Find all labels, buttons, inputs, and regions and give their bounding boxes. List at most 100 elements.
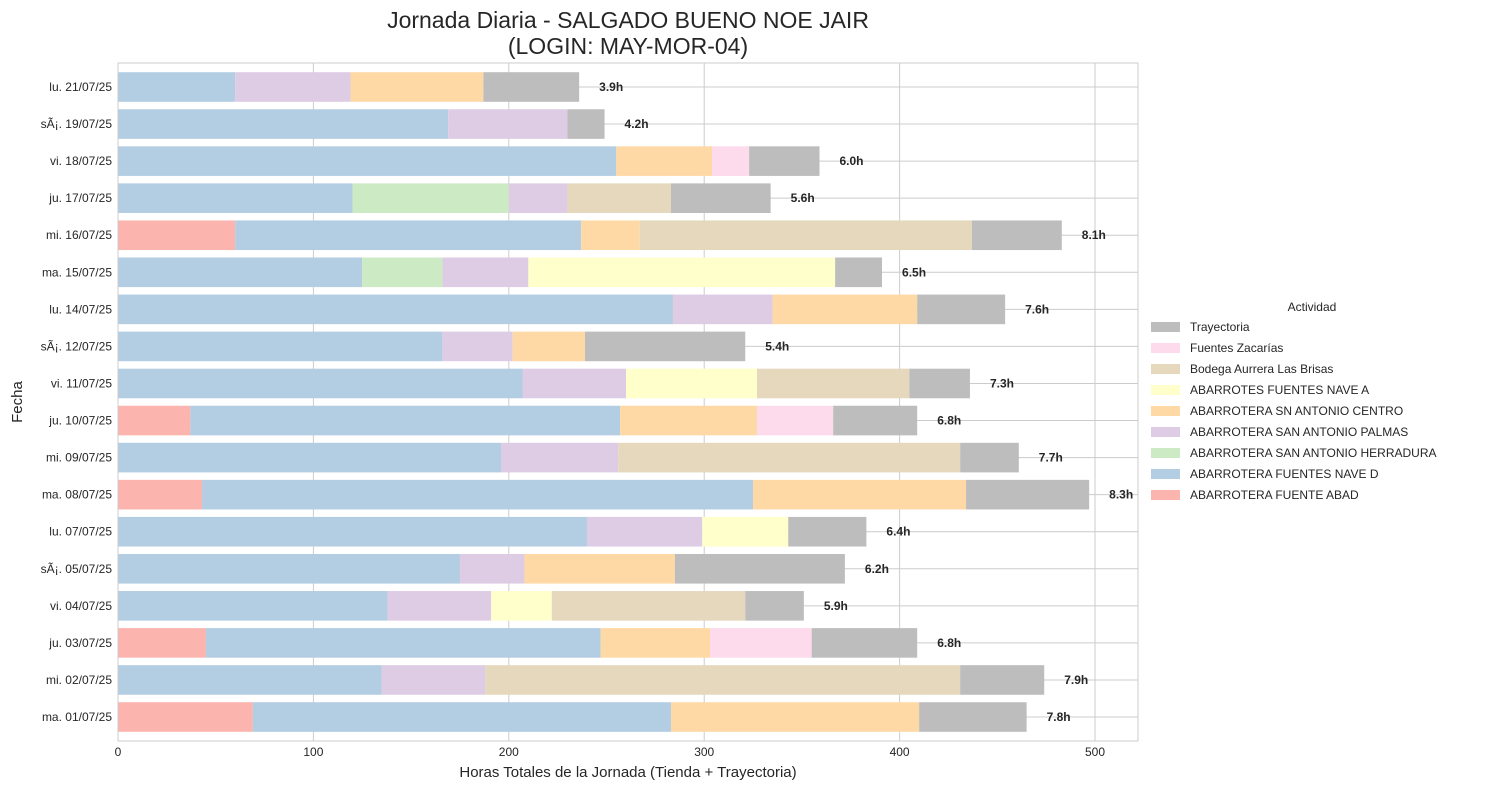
bar-segment xyxy=(118,220,236,251)
legend-label: Fuentes Zacarías xyxy=(1190,341,1283,355)
bar-segment xyxy=(909,368,970,399)
bar-segment xyxy=(235,72,351,102)
total-label: 7.8h xyxy=(1047,710,1071,724)
bar-segment xyxy=(788,516,867,547)
bars xyxy=(118,72,1090,732)
x-tick-label: 500 xyxy=(1085,745,1105,759)
legend: Actividad Trayectoria Fuentes Zacarías Bod… xyxy=(1151,300,1437,502)
bar-segment xyxy=(620,405,757,436)
x-tick-label: 100 xyxy=(303,745,323,759)
bar-segment xyxy=(448,109,568,139)
bar-segment xyxy=(118,183,353,213)
bar-segment xyxy=(586,516,703,547)
bar-segment xyxy=(756,405,834,436)
bar-segment xyxy=(702,516,789,547)
y-tick-label: lu. 07/07/25 xyxy=(49,525,112,539)
y-tick-label: vi. 18/07/25 xyxy=(50,154,112,168)
y-tick-label: mi. 16/07/25 xyxy=(46,228,112,242)
bar-segment xyxy=(352,183,509,213)
bar-segment xyxy=(118,294,673,325)
total-label: 7.6h xyxy=(1025,302,1049,316)
y-tick-label: sÃ¡. 05/07/25 xyxy=(41,562,113,576)
legend-swatch xyxy=(1151,448,1180,458)
legend-title: Actividad xyxy=(1288,300,1337,314)
y-tick-label: ju. 10/07/25 xyxy=(48,414,112,428)
bar-segment xyxy=(252,702,671,732)
bar-segment xyxy=(118,146,617,176)
y-tick-label: ma. 01/07/25 xyxy=(42,710,112,724)
y-tick-label: lu. 14/07/25 xyxy=(49,302,112,316)
bar-segment xyxy=(508,183,568,213)
bar-segment xyxy=(753,479,967,510)
bar-segment xyxy=(917,294,1006,325)
bar-segment xyxy=(811,628,918,658)
total-label: 6.0h xyxy=(839,154,863,168)
bar-segment xyxy=(381,665,486,695)
bar-segment xyxy=(971,220,1062,251)
bar-segment xyxy=(118,628,206,658)
bar-segment xyxy=(756,368,910,399)
total-label: 6.2h xyxy=(865,562,889,576)
total-label: 7.3h xyxy=(990,376,1014,390)
bar-segment xyxy=(960,665,1045,695)
legend-swatch xyxy=(1151,469,1180,479)
bar-segment xyxy=(118,442,501,473)
bar-segment xyxy=(639,220,972,251)
total-label: 4.2h xyxy=(625,117,649,131)
bar-segment xyxy=(118,665,382,695)
total-label: 5.6h xyxy=(791,191,815,205)
y-tick-label: mi. 09/07/25 xyxy=(46,451,112,465)
bar-segment xyxy=(512,331,586,362)
bar-segment xyxy=(235,220,582,251)
legend-label: ABARROTERA SN ANTONIO CENTRO xyxy=(1190,404,1403,418)
bar-segment xyxy=(483,72,580,102)
bar-segment xyxy=(500,442,619,473)
bar-segment xyxy=(491,591,552,621)
total-label: 8.3h xyxy=(1109,488,1133,502)
legend-label: Trayectoria xyxy=(1190,320,1250,334)
legend-swatch xyxy=(1151,364,1180,374)
x-tick-label: 300 xyxy=(694,745,714,759)
legend-swatch xyxy=(1151,406,1180,416)
bar-segment xyxy=(118,72,236,102)
bar-segment xyxy=(966,479,1090,510)
bar-segment xyxy=(118,405,191,436)
bar-segment xyxy=(118,257,363,288)
y-tick-label: mi. 02/07/25 xyxy=(46,673,112,687)
total-label: 3.9h xyxy=(599,80,623,94)
bar-segment xyxy=(670,183,771,213)
chart-title: Jornada Diaria - SALGADO BUENO NOE JAIR xyxy=(387,7,869,33)
bar-segment xyxy=(670,702,920,732)
total-label: 7.9h xyxy=(1064,673,1088,687)
bar-segment xyxy=(205,628,601,658)
x-tick-label: 0 xyxy=(115,745,122,759)
bar-segment xyxy=(672,294,773,325)
legend-label: ABARROTERA FUENTES NAVE D xyxy=(1190,467,1379,481)
total-label: 6.8h xyxy=(937,414,961,428)
bar-segment xyxy=(118,109,449,139)
legend-label: Bodega Aurrera Las Brisas xyxy=(1190,362,1333,376)
legend-label: ABARROTERA SAN ANTONIO PALMAS xyxy=(1190,425,1408,439)
bar-segment xyxy=(118,331,443,362)
bar-segment xyxy=(522,368,627,399)
y-tick-label: ju. 17/07/25 xyxy=(48,191,112,205)
bar-segment xyxy=(567,109,605,139)
plot-frame xyxy=(117,62,1139,742)
bar-segment xyxy=(833,405,918,436)
y-tick-labels: lu. 21/07/25 sÃ¡. 19/07/25 vi. 18/07/25 ju.… xyxy=(41,80,113,724)
bar-segment xyxy=(919,702,1027,732)
bar-segment xyxy=(567,183,671,213)
legend-swatch xyxy=(1151,385,1180,395)
bar-segment xyxy=(442,331,513,362)
bar-segment xyxy=(528,257,836,288)
legend-label: ABARROTERA FUENTE ABAD xyxy=(1190,488,1359,502)
bar-segment xyxy=(712,146,750,176)
bar-segment xyxy=(362,257,443,288)
plot-background xyxy=(118,63,1138,741)
total-label: 8.1h xyxy=(1082,228,1106,242)
bar-segment xyxy=(772,294,918,325)
bar-segment xyxy=(485,665,961,695)
legend-swatch xyxy=(1151,427,1180,437)
bar-segment xyxy=(581,220,640,251)
y-tick-label: sÃ¡. 19/07/25 xyxy=(41,117,113,131)
